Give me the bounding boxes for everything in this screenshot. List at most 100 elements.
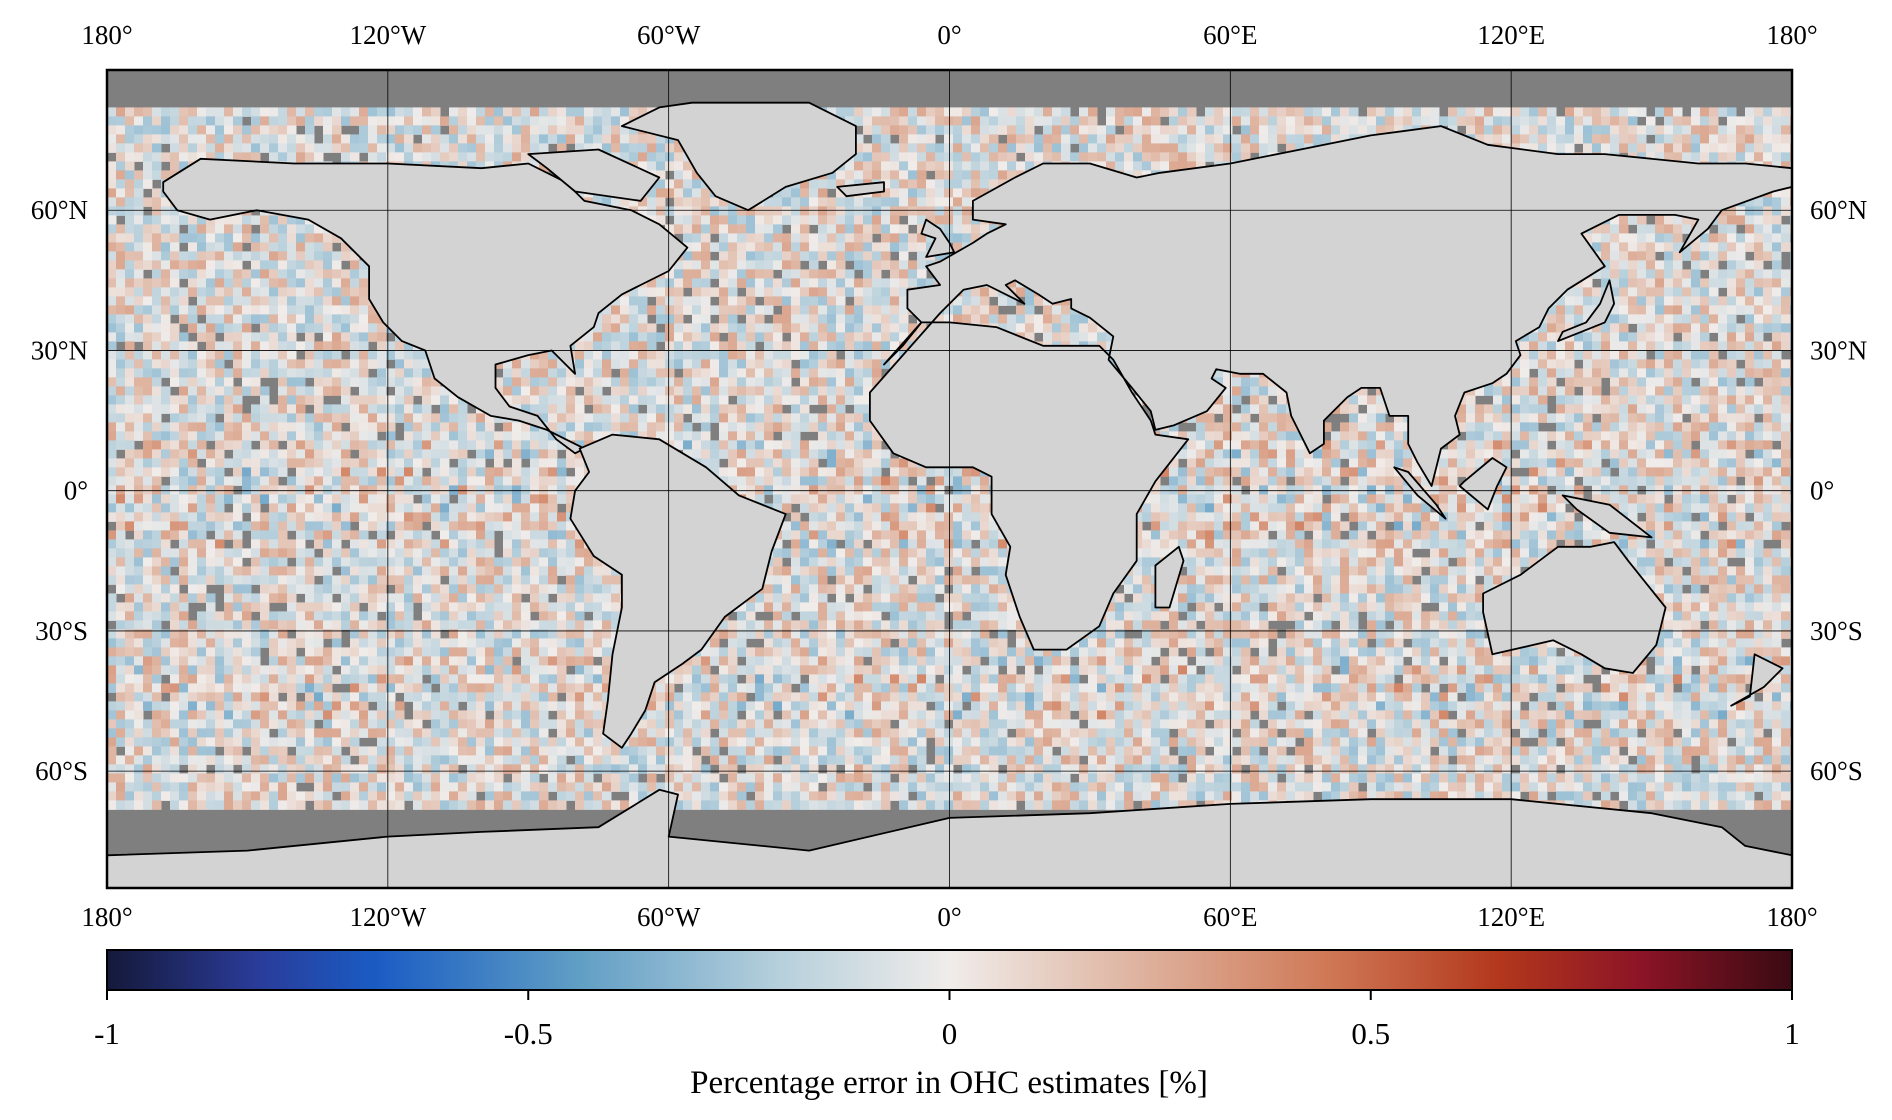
ocean-error-cell — [656, 179, 666, 189]
ocean-error-cell — [782, 251, 792, 261]
ocean-error-cell — [863, 260, 873, 270]
ocean-error-cell — [1628, 341, 1638, 351]
ocean-error-cell — [701, 296, 711, 306]
ocean-error-cell — [746, 242, 756, 252]
ocean-error-cell — [224, 152, 234, 162]
ocean-error-cell — [1295, 134, 1305, 144]
ocean-error-cell — [350, 296, 360, 306]
ocean-error-cell — [845, 161, 855, 171]
ocean-error-cell — [161, 287, 171, 297]
ocean-error-cell — [782, 215, 792, 225]
ocean-error-cell — [1583, 107, 1593, 117]
ocean-error-cell — [242, 323, 252, 333]
ocean-error-cell — [242, 233, 252, 243]
ocean-error-cell — [494, 116, 504, 126]
ocean-error-cell — [251, 269, 261, 279]
ocean-error-cell — [1502, 134, 1512, 144]
ocean-error-cell — [1781, 143, 1791, 153]
ocean-error-cell — [179, 134, 189, 144]
ocean-error-cell — [125, 287, 135, 297]
ocean-error-cell — [179, 296, 189, 306]
ocean-error-cell — [593, 341, 603, 351]
ocean-error-cell — [1565, 107, 1575, 117]
ocean-error-cell — [980, 170, 990, 180]
ocean-error-cell — [1061, 152, 1071, 162]
ocean-error-cell — [791, 269, 801, 279]
ocean-error-cell — [1628, 134, 1638, 144]
ocean-error-cell — [1115, 134, 1125, 144]
ocean-error-cell — [881, 323, 891, 333]
ocean-error-cell — [341, 143, 351, 153]
ocean-error-cell — [881, 296, 891, 306]
ocean-error-cell — [755, 242, 765, 252]
ocean-error-cell — [1772, 278, 1782, 288]
ocean-error-cell — [1556, 314, 1566, 324]
ocean-error-cell — [1691, 215, 1701, 225]
ocean-error-cell — [161, 233, 171, 243]
ocean-error-cell — [332, 350, 342, 360]
ocean-error-cell — [341, 305, 351, 315]
ocean-error-cell — [1178, 116, 1188, 126]
ocean-error-cell — [971, 143, 981, 153]
ocean-error-cell — [1016, 125, 1026, 135]
ocean-error-cell — [485, 161, 495, 171]
ocean-error-cell — [1043, 125, 1053, 135]
ocean-error-cell — [1061, 305, 1071, 315]
ocean-error-cell — [1727, 296, 1737, 306]
ocean-error-cell — [107, 341, 117, 351]
ocean-error-cell — [917, 188, 927, 198]
ocean-error-cell — [629, 125, 639, 135]
ocean-error-cell — [1007, 143, 1017, 153]
ocean-error-cell — [674, 224, 684, 234]
ocean-error-cell — [1745, 224, 1755, 234]
ocean-error-cell — [944, 179, 954, 189]
ocean-error-cell — [917, 215, 927, 225]
ocean-error-cell — [1619, 287, 1629, 297]
ocean-error-cell — [395, 125, 405, 135]
ocean-error-cell — [215, 224, 225, 234]
ocean-error-cell — [134, 179, 144, 189]
ocean-error-cell — [1691, 269, 1701, 279]
ocean-error-cell — [1043, 107, 1053, 117]
ocean-error-cell — [782, 341, 792, 351]
ocean-error-cell — [179, 116, 189, 126]
ocean-error-cell — [1655, 278, 1665, 288]
ocean-error-cell — [296, 305, 306, 315]
ocean-error-cell — [1547, 125, 1557, 135]
ocean-error-cell — [134, 278, 144, 288]
ocean-error-cell — [143, 143, 153, 153]
ocean-error-cell — [1628, 116, 1638, 126]
ocean-error-cell — [611, 125, 621, 135]
ocean-error-cell — [1673, 260, 1683, 270]
ocean-error-cell — [1637, 314, 1647, 324]
ocean-error-cell — [602, 332, 612, 342]
ocean-error-cell — [863, 233, 873, 243]
ocean-error-cell — [197, 350, 207, 360]
ocean-error-cell — [764, 242, 774, 252]
ocean-error-cell — [1583, 341, 1593, 351]
ocean-error-cell — [683, 341, 693, 351]
ocean-error-cell — [1151, 152, 1161, 162]
ocean-error-cell — [1691, 251, 1701, 261]
ocean-error-cell — [1115, 116, 1125, 126]
ocean-error-cell — [854, 251, 864, 261]
ocean-error-cell — [1736, 260, 1746, 270]
ocean-error-cell — [1745, 107, 1755, 117]
ocean-error-cell — [1448, 116, 1458, 126]
ocean-error-cell — [872, 269, 882, 279]
ocean-error-cell — [1772, 269, 1782, 279]
ocean-error-cell — [197, 125, 207, 135]
ocean-error-cell — [728, 341, 738, 351]
ocean-error-cell — [170, 116, 180, 126]
ocean-error-cell — [1682, 314, 1692, 324]
ocean-error-cell — [1646, 152, 1656, 162]
ocean-error-cell — [737, 341, 747, 351]
ocean-error-cell — [206, 107, 216, 117]
ocean-error-cell — [1466, 116, 1476, 126]
ocean-error-cell — [593, 323, 603, 333]
ocean-error-cell — [521, 359, 531, 369]
ocean-error-cell — [161, 224, 171, 234]
ocean-error-cell — [881, 242, 891, 252]
ocean-error-cell — [557, 107, 567, 117]
ocean-error-cell — [629, 107, 639, 117]
